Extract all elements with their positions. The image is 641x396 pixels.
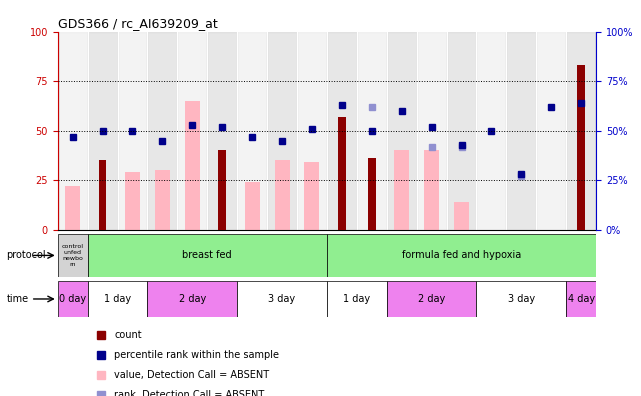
Bar [297,32,327,230]
Bar [357,32,387,230]
Bar [304,162,319,230]
Text: 3 day: 3 day [508,294,535,304]
Text: rank, Detection Call = ABSENT: rank, Detection Call = ABSENT [114,390,265,396]
Bar [125,172,140,230]
Bar [237,32,267,230]
Bar [88,234,327,277]
Bar [178,32,207,230]
Bar [219,150,226,230]
Bar [394,150,409,230]
Bar [578,65,585,230]
Bar [147,281,237,317]
Bar [566,281,596,317]
Text: 0 day: 0 day [59,294,86,304]
Text: 3 day: 3 day [269,294,296,304]
Bar [65,186,80,230]
Bar [566,32,596,230]
Bar [88,281,147,317]
Text: GDS366 / rc_AI639209_at: GDS366 / rc_AI639209_at [58,17,217,30]
Bar [368,158,376,230]
Bar [476,281,566,317]
Text: breast fed: breast fed [183,250,232,261]
Text: 4 day: 4 day [568,294,595,304]
Bar [327,281,387,317]
Bar [274,160,290,230]
Text: count: count [114,330,142,341]
Bar [147,32,178,230]
Bar [327,234,596,277]
Text: time: time [6,294,29,304]
Text: 2 day: 2 day [179,294,206,304]
Bar [267,32,297,230]
Bar [99,160,106,230]
Bar [506,32,537,230]
Bar [447,32,476,230]
Text: control
unfed
newbo
rn: control unfed newbo rn [62,244,83,267]
Bar [387,281,476,317]
Bar [185,101,200,230]
Bar [155,170,170,230]
Bar [58,234,88,277]
Bar [327,32,357,230]
Bar [237,281,327,317]
Bar [454,202,469,230]
Bar [537,32,566,230]
Bar [117,32,147,230]
Bar [58,32,88,230]
Bar [387,32,417,230]
Bar [88,32,117,230]
Bar [476,32,506,230]
Bar [58,281,88,317]
Bar [417,32,447,230]
Text: protocol: protocol [6,250,46,261]
Text: 1 day: 1 day [344,294,370,304]
Text: percentile rank within the sample: percentile rank within the sample [114,350,279,360]
Bar [245,182,260,230]
Bar [207,32,237,230]
Text: value, Detection Call = ABSENT: value, Detection Call = ABSENT [114,370,269,380]
Bar [424,150,439,230]
Bar [338,117,345,230]
Text: 2 day: 2 day [418,294,445,304]
Text: formula fed and hypoxia: formula fed and hypoxia [402,250,521,261]
Text: 1 day: 1 day [104,294,131,304]
